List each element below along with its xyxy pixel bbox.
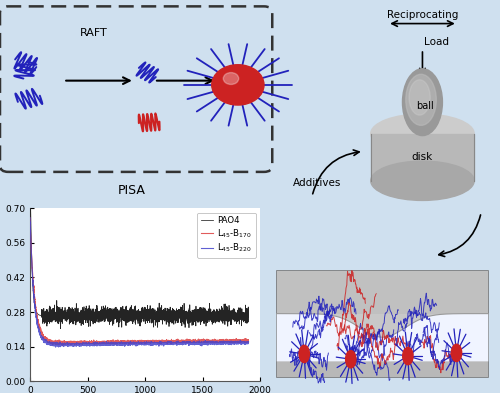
Legend: PAO4, L$_{45}$-B$_{170}$, L$_{45}$-B$_{220}$: PAO4, L$_{45}$-B$_{170}$, L$_{45}$-B$_{2… [198,213,256,258]
L$_{45}$-B$_{170}$ [27,216,33,220]
Ellipse shape [371,114,474,153]
PAO4 [120,318,126,323]
Bar [371,134,474,181]
L$_{45}$-B$_{220}$ [111,341,117,345]
Text: RAFT: RAFT [80,28,108,38]
Circle shape [346,351,356,368]
PAO4 [58,326,64,331]
L$_{45}$-B$_{170}$ [111,339,117,344]
Circle shape [406,74,436,125]
L$_{45}$-B$_{220}$ [218,341,224,346]
Text: Load: Load [424,37,449,47]
Circle shape [402,69,442,136]
PAO4 [65,312,71,316]
L$_{45}$-B$_{170}$ [120,340,126,344]
Circle shape [452,344,462,362]
Circle shape [402,347,413,365]
PAO4 [242,318,248,322]
Text: Reciprocating: Reciprocating [387,10,458,20]
Text: PISA: PISA [118,184,146,198]
L$_{45}$-B$_{220}$ [65,342,71,347]
L$_{45}$-B$_{170}$ [65,342,71,346]
Bar [277,271,488,314]
PAO4 [27,160,33,165]
PAO4 [246,320,252,324]
Line: L$_{45}$-B$_{170}$: L$_{45}$-B$_{170}$ [30,218,248,345]
Text: disk: disk [412,152,433,162]
Text: Additives: Additives [293,178,342,188]
PAO4 [52,314,58,319]
L$_{45}$-B$_{170}$ [52,341,58,345]
L$_{45}$-B$_{170}$ [242,337,248,342]
Ellipse shape [371,161,474,200]
L$_{45}$-B$_{220}$ [120,342,126,346]
Circle shape [224,73,238,84]
L$_{45}$-B$_{170}$ [246,339,252,344]
Bar [277,362,488,377]
L$_{45}$-B$_{170}$ [60,343,66,348]
Circle shape [212,65,264,105]
Line: PAO4: PAO4 [30,163,248,329]
Circle shape [299,345,310,363]
Bar [277,271,488,377]
PAO4 [111,316,117,321]
Line: L$_{45}$-B$_{220}$: L$_{45}$-B$_{220}$ [30,218,248,347]
Circle shape [409,80,430,115]
Polygon shape [277,314,488,362]
PAO4 [218,313,224,318]
L$_{45}$-B$_{220}$ [52,342,58,347]
L$_{45}$-B$_{220}$ [52,345,59,349]
L$_{45}$-B$_{170}$ [218,339,224,343]
L$_{45}$-B$_{220}$ [246,340,252,345]
L$_{45}$-B$_{220}$ [27,215,33,220]
Text: ball: ball [416,101,434,111]
L$_{45}$-B$_{220}$ [242,341,248,346]
